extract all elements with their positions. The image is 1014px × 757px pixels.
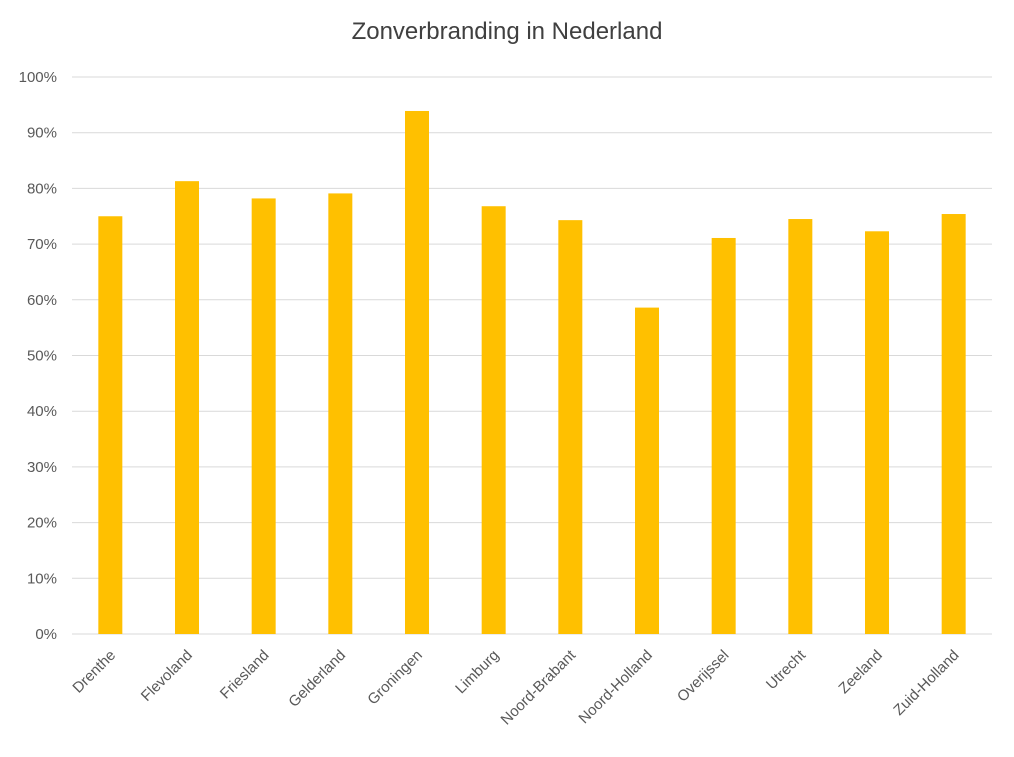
x-category-label: Noord-Brabant — [498, 646, 580, 728]
x-category-label: Overijssel — [674, 647, 733, 706]
bar-noord-brabant — [558, 220, 583, 635]
bar-friesland — [251, 198, 276, 634]
y-tick-label: 10% — [27, 570, 57, 587]
x-category-label: Zeeland — [835, 647, 885, 697]
bar-overijssel — [711, 237, 736, 634]
bar-flevoland — [175, 181, 199, 634]
x-category-label: Limburg — [452, 647, 502, 697]
x-category-label: Groningen — [364, 647, 426, 709]
bar-zuid-holland — [941, 214, 966, 634]
x-category-label: Friesland — [217, 647, 273, 703]
y-tick-label: 60% — [27, 292, 57, 309]
bar-gelderland — [328, 193, 353, 634]
bar-zeeland — [865, 231, 889, 634]
x-category-label: Drenthe — [69, 647, 119, 697]
bars — [98, 110, 966, 635]
bar-utrecht — [788, 219, 813, 634]
x-category-label: Utrecht — [763, 646, 810, 693]
y-tick-label: 70% — [27, 236, 57, 253]
x-category-label: Zuid-Holland — [890, 647, 962, 719]
y-tick-label: 30% — [27, 459, 57, 476]
y-tick-label: 40% — [27, 403, 57, 420]
y-tick-label: 90% — [27, 125, 57, 142]
gridlines — [72, 76, 992, 635]
y-tick-label: 20% — [27, 515, 57, 532]
y-tick-label: 100% — [19, 69, 57, 86]
y-tick-label: 0% — [35, 626, 57, 643]
chart-title: Zonverbranding in Nederland — [351, 18, 663, 45]
x-axis-category-labels: Drenthe Flevoland Friesland Gelderland Groni… — [69, 646, 962, 728]
y-tick-label: 50% — [27, 348, 57, 365]
x-category-label: Flevoland — [138, 647, 196, 705]
y-tick-label: 80% — [27, 180, 57, 197]
bar-groningen — [405, 110, 429, 635]
x-category-label: Gelderland — [285, 647, 349, 711]
bar-noord-holland — [635, 307, 659, 634]
bar-drenthe — [98, 216, 123, 634]
y-axis-tick-labels: 0% 10% 20% 30% 40% 50% 60% 70% 80% 90% 100% — [19, 69, 57, 643]
bar-limburg — [481, 206, 506, 634]
x-category-label: Noord-Holland — [575, 647, 655, 727]
